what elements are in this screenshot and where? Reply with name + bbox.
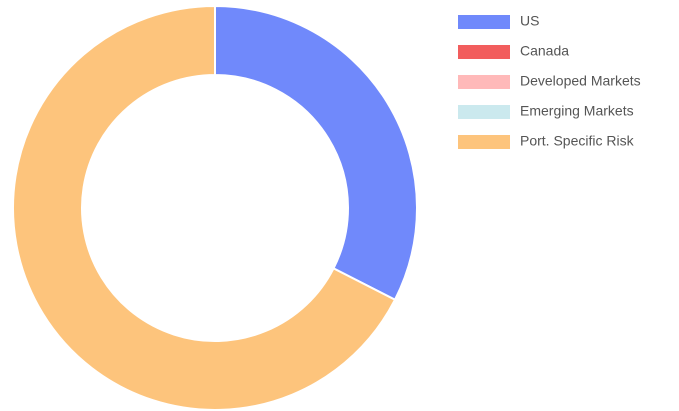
legend-swatch — [458, 45, 510, 59]
legend-swatch — [458, 75, 510, 89]
legend-swatch — [458, 15, 510, 29]
legend-label: US — [520, 13, 539, 29]
legend-label: Port. Specific Risk — [520, 133, 635, 149]
segment — [214, 4, 418, 302]
legend-label: Canada — [520, 43, 569, 59]
legend-label: Developed Markets — [520, 73, 641, 89]
legend-label: Emerging Markets — [520, 103, 634, 119]
legend-swatch — [458, 135, 510, 149]
legend-swatch — [458, 105, 510, 119]
segment — [12, 4, 397, 411]
